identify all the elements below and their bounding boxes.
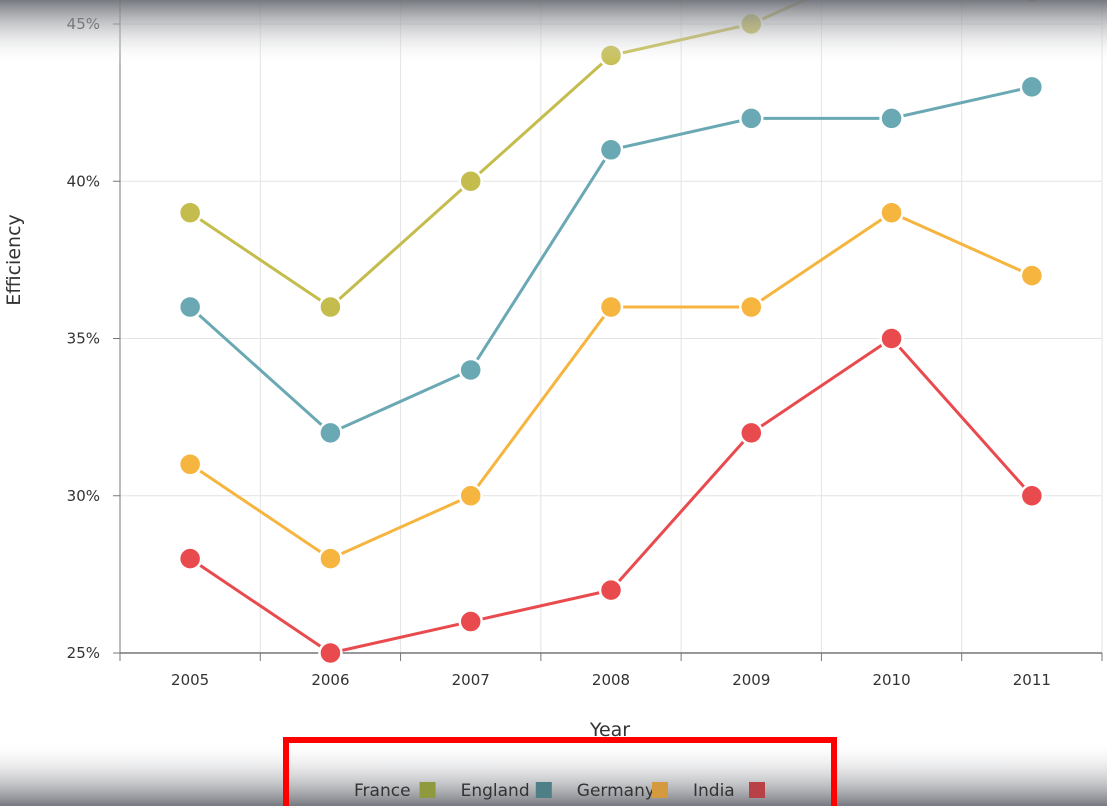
axes [119, 0, 1102, 654]
data-point-india[interactable] [879, 326, 904, 351]
data-point-germany[interactable] [177, 452, 203, 477]
data-point-germany[interactable] [1019, 263, 1045, 288]
legend-swatch-india [749, 782, 765, 798]
data-point-india[interactable] [177, 546, 203, 571]
data-point-england[interactable] [458, 357, 483, 383]
x-tick-label: 2005 [171, 671, 209, 689]
data-point-germany[interactable] [458, 483, 483, 508]
data-point-india[interactable] [739, 420, 764, 446]
y-axis-title: Efficiency [3, 214, 25, 306]
data-point-india[interactable] [458, 609, 483, 634]
x-tick-label: 2008 [592, 671, 630, 689]
data-point-france[interactable] [177, 200, 203, 225]
series-england [177, 74, 1045, 446]
data-point-france[interactable] [318, 294, 343, 320]
grid-lines [120, 0, 1103, 653]
y-axis-ticks: 25%30%35%40%45% [67, 15, 120, 662]
data-point-germany[interactable] [879, 200, 904, 225]
data-point-england[interactable] [1019, 74, 1045, 100]
series-germany [177, 200, 1045, 571]
legend-label-england: England [461, 781, 530, 801]
data-point-england[interactable] [879, 106, 904, 131]
legend-swatch-germany [652, 782, 668, 798]
data-point-india[interactable] [1019, 483, 1045, 508]
x-axis-ticks: 2005 2006 2007 2008 2009 2010 2011 [119, 653, 1103, 689]
data-point-england[interactable] [177, 294, 203, 320]
top-shade [0, 0, 1107, 66]
y-tick-label: 30% [67, 487, 100, 505]
legend-item-england[interactable]: England [461, 781, 552, 801]
bottom-shade [0, 740, 1107, 806]
x-tick-label: 2010 [872, 671, 910, 689]
data-point-india[interactable] [318, 640, 343, 666]
data-point-england[interactable] [598, 137, 624, 163]
x-tick-label: 2011 [1013, 671, 1051, 689]
x-axis-title: Year [589, 719, 630, 741]
data-point-france[interactable] [458, 169, 483, 194]
x-tick-label: 2007 [452, 671, 490, 689]
data-point-germany[interactable] [739, 294, 764, 320]
data-point-india[interactable] [598, 577, 624, 603]
legend-highlight-box [283, 737, 837, 806]
legend: France England Germany India [354, 781, 765, 801]
data-point-england[interactable] [739, 106, 764, 131]
series-line-germany [189, 211, 1033, 561]
y-tick-label: 40% [67, 172, 100, 190]
y-tick-label: 25% [67, 644, 100, 662]
data-point-germany[interactable] [598, 294, 624, 320]
series-group [177, 0, 1045, 666]
series-india [177, 326, 1045, 666]
legend-item-india[interactable]: India [693, 781, 765, 801]
legend-swatch-england [535, 782, 552, 798]
data-point-germany[interactable] [318, 546, 343, 571]
legend-label-germany: Germany [577, 781, 655, 801]
legend-item-germany[interactable]: Germany [577, 781, 668, 801]
legend-label-france: France [354, 781, 411, 801]
legend-label-india: India [693, 781, 735, 801]
data-point-england[interactable] [318, 420, 343, 446]
legend-swatch-france [419, 782, 436, 798]
legend-item-france[interactable]: France [354, 781, 436, 801]
y-tick-label: 35% [67, 330, 100, 348]
x-tick-label: 2006 [311, 671, 349, 689]
x-tick-label: 2009 [732, 671, 770, 689]
